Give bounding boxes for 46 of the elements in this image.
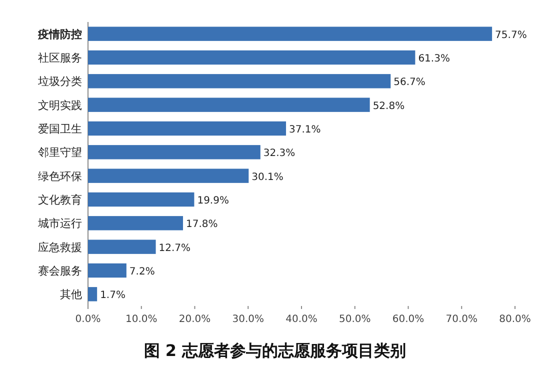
x-tick-label: 0.0% [75,314,101,325]
data-label: 19.9% [197,196,229,206]
bar [88,74,391,88]
bar [88,168,249,183]
x-tick-label: 80.0% [499,314,531,325]
y-tick-label: 爱国卫生 [38,122,82,136]
data-label: 7.2% [129,266,155,278]
data-label: 32.3% [263,148,296,160]
data-label: 17.8% [186,219,218,230]
y-tick-label: 其他 [60,288,82,302]
bar [88,216,184,230]
data-label: 52.8% [372,100,405,112]
data-label: 37.1% [289,124,321,136]
y-tick-label: 垃圾分类 [37,75,82,88]
y-tick-label: 社区服务 [38,52,82,64]
data-label: 1.7% [100,290,126,302]
bar [88,287,98,302]
data-label: 61.3% [418,54,450,64]
x-tick-label: 70.0% [446,314,478,325]
bar [88,121,286,136]
bar [88,192,194,207]
y-tick-label: 文化教育 [38,194,82,206]
bar [88,50,416,65]
bar [88,240,156,254]
data-label: 12.7% [158,242,191,254]
x-tick-label: 60.0% [392,314,424,325]
x-tick-label: 30.0% [232,314,264,325]
y-tick-label: 绿色环保 [38,170,82,183]
y-tick-label: 文明实践 [38,98,82,112]
data-label: 30.1% [252,172,284,183]
x-tick-label: 50.0% [338,314,371,325]
y-tick-label: 城市运行 [37,217,82,230]
bar [88,26,492,41]
x-tick-label: 10.0% [125,314,158,325]
y-tick-label: 应急救援 [38,240,82,254]
data-label: 75.7% [495,30,527,41]
data-label: 56.7% [394,77,426,88]
y-tick-label: 疫情防控 [37,28,82,41]
bar [88,263,126,278]
y-tick-label: 邻里守望 [38,146,82,160]
x-tick-label: 20.0% [178,314,211,325]
x-tick-label: 40.0% [286,314,318,325]
text: 图 2 志愿者参与的志愿服务项目类别 [144,341,406,360]
bar [88,145,260,160]
bar [88,98,370,112]
y-tick-label: 赛会服务 [38,264,82,278]
